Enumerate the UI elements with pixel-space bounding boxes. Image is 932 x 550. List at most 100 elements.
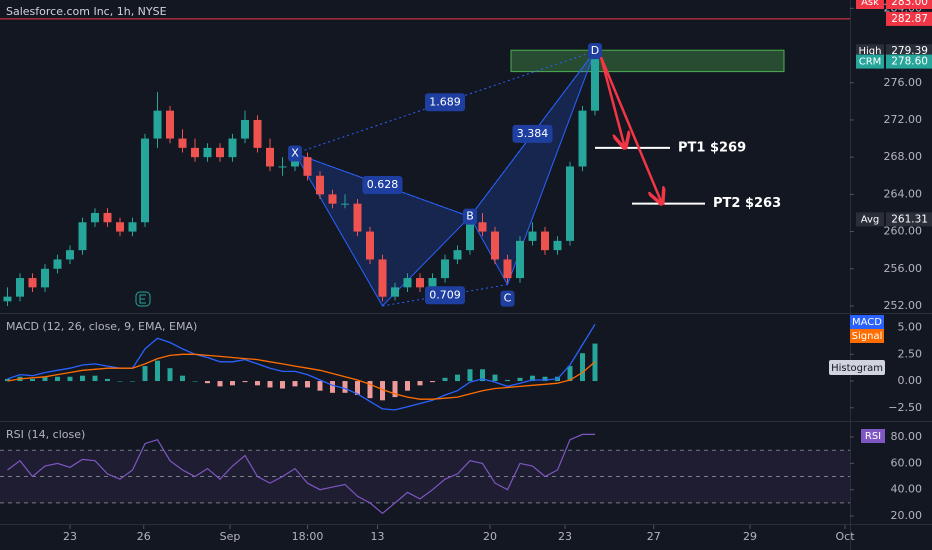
candle-body <box>391 287 399 297</box>
price-name: CRM <box>859 57 882 68</box>
price-value: 261.31 <box>891 213 928 225</box>
price-value-box <box>886 54 932 69</box>
legend-label: Signal <box>852 331 883 342</box>
ratio-label: 0.709 <box>429 288 461 301</box>
legend-label: MACD <box>852 317 882 328</box>
histogram-bar <box>417 381 423 386</box>
ratio-box <box>512 124 553 143</box>
candle-body <box>491 231 499 260</box>
histogram-bar <box>580 353 585 382</box>
candle-body <box>428 278 437 288</box>
histogram-bar <box>217 381 223 387</box>
y-tick-label: 272.00 <box>884 113 923 126</box>
candle-body <box>466 222 474 251</box>
price-name: Avg <box>861 214 880 225</box>
candle-body <box>78 222 87 251</box>
histogram-bar <box>5 378 10 382</box>
ratio-box <box>425 286 465 305</box>
histogram-bar <box>330 381 335 393</box>
histogram-bar <box>117 381 123 382</box>
y-tick-label: 40.00 <box>891 483 923 496</box>
candle-body <box>578 110 587 167</box>
y-tick-label: 60.00 <box>891 456 923 469</box>
y-tick-label: 2.50 <box>898 347 923 360</box>
point-label: B <box>466 210 474 223</box>
point-box <box>588 43 602 60</box>
x-tick-label: 26 <box>137 530 151 543</box>
histogram-bar <box>317 381 323 391</box>
histogram-bar <box>405 381 410 391</box>
histogram-bar <box>180 375 185 382</box>
ratio-line <box>382 284 508 307</box>
candle-body <box>228 138 237 158</box>
legend-box <box>850 315 884 329</box>
point-box <box>500 290 515 307</box>
price-value-box <box>886 0 932 9</box>
candle-body <box>191 147 199 158</box>
price-value: 283.00 <box>891 0 928 8</box>
macd-line <box>7 353 596 400</box>
legend-box <box>829 360 885 375</box>
y-tick-label: 80.00 <box>891 430 923 443</box>
candle-body <box>266 147 274 167</box>
candle-body <box>178 138 187 148</box>
candle-body <box>416 278 424 288</box>
candle-body <box>341 203 349 205</box>
histogram-bar <box>467 369 473 382</box>
x-tick-label: Sep <box>220 530 241 543</box>
y-tick-label: 20.00 <box>891 509 923 522</box>
macd-line <box>7 323 596 411</box>
histogram-bar <box>442 377 448 382</box>
candle-body <box>3 296 12 302</box>
histogram-bar <box>205 381 210 384</box>
target-label: PT1 $269 <box>678 140 746 155</box>
y-tick-label: 5.00 <box>898 321 923 334</box>
ratio-label: 0.628 <box>367 178 399 191</box>
histogram-bar <box>380 381 385 401</box>
histogram-bar <box>230 381 235 386</box>
price-value: 279.39 <box>891 45 928 57</box>
candle-body <box>366 231 374 260</box>
candle-body <box>16 278 24 297</box>
rsi-title: RSI (14, close) <box>6 428 85 441</box>
histogram-bar <box>505 379 510 382</box>
ratio-line <box>294 152 471 218</box>
price-name: High <box>859 46 882 57</box>
ratio-box <box>425 93 465 112</box>
histogram-bar <box>130 381 135 382</box>
legend-label: RSI <box>865 431 881 442</box>
candle-body <box>291 157 299 167</box>
price-name-box <box>856 212 884 227</box>
candle-body <box>403 278 412 288</box>
x-tick-label: 23 <box>558 530 572 543</box>
y-tick-label: 260.00 <box>884 225 923 238</box>
point-label: D <box>591 44 599 57</box>
histogram-bar <box>305 381 310 388</box>
histogram-bar <box>392 381 398 398</box>
candle-body <box>378 259 387 297</box>
macd-title: MACD (12, 26, close, 9, EMA, EMA) <box>6 320 197 333</box>
target-arrow <box>599 56 662 204</box>
histogram-bar <box>292 381 298 387</box>
histogram-bar <box>530 375 535 382</box>
ratio-box <box>362 176 403 195</box>
histogram-bar <box>192 381 198 382</box>
x-tick-label: 13 <box>371 530 385 543</box>
candle-body <box>553 240 562 251</box>
ratio-label: 1.689 <box>429 95 461 108</box>
histogram-bar <box>267 381 273 388</box>
candle-body <box>316 175 324 195</box>
point-label: X <box>291 146 299 159</box>
legend-label: Histogram <box>831 363 883 374</box>
histogram-bar <box>67 376 73 382</box>
candle-body <box>516 240 524 279</box>
histogram-bar <box>167 368 173 382</box>
candle-body <box>303 157 312 176</box>
candle-body <box>328 194 337 204</box>
histogram-bar <box>142 366 148 382</box>
y-tick-label: 264.00 <box>884 187 923 200</box>
candle-body <box>91 212 99 223</box>
legend-box <box>861 429 885 443</box>
target-arrow <box>599 56 625 148</box>
